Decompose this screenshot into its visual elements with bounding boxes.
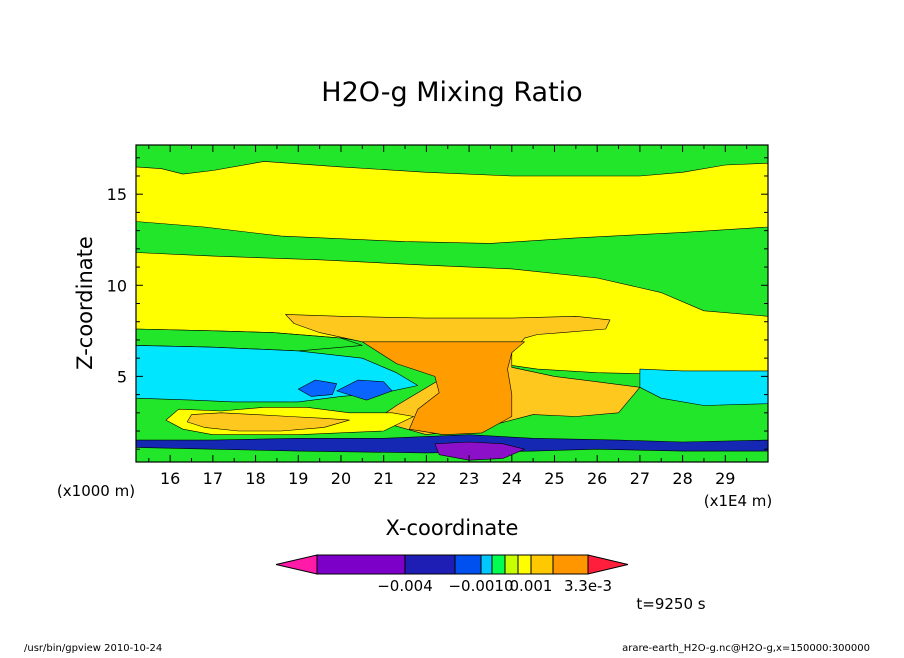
colorbar-segment bbox=[454, 554, 482, 575]
y-axis-ticks: 5 10 15 bbox=[107, 157, 768, 450]
x-tick-label: 24 bbox=[502, 469, 522, 488]
region-gold-lower-patch bbox=[186, 412, 350, 432]
region-blue-blob-left bbox=[297, 379, 338, 397]
colorbar-right-arrow bbox=[587, 554, 629, 575]
x-axis-ticks: 16 17 18 19 20 21 22 23 24 25 26 27 28 29 bbox=[148, 145, 748, 488]
colorbar-segment bbox=[504, 554, 519, 575]
x-tick-label: 21 bbox=[373, 469, 393, 488]
colorbar-label-3: 0.001 bbox=[510, 577, 553, 595]
x-unit-label: (x1E4 m) bbox=[704, 492, 773, 510]
colorbar-label-1: −0.004 bbox=[377, 577, 433, 595]
colorbar-segment bbox=[491, 554, 506, 575]
y-tick-label: 10 bbox=[107, 276, 127, 295]
y-tick-label: 5 bbox=[117, 367, 127, 386]
region-blue-blob-right bbox=[336, 379, 393, 401]
x-axis-label: X-coordinate bbox=[386, 516, 519, 540]
x-tick-label: 18 bbox=[245, 469, 265, 488]
x-tick-label: 23 bbox=[459, 469, 479, 488]
x-tick-label: 17 bbox=[203, 469, 223, 488]
colorbar-segment bbox=[404, 554, 456, 575]
colorbar-segment bbox=[316, 554, 406, 575]
region-purple-surface-core bbox=[434, 441, 525, 461]
x-tick-label: 20 bbox=[331, 469, 351, 488]
region-cyan-right-layer bbox=[639, 368, 768, 406]
colorbar-segment bbox=[552, 554, 589, 575]
colorbar-segment bbox=[530, 554, 554, 575]
x-tick-label: 28 bbox=[672, 469, 692, 488]
y-axis-label: Z-coordinate bbox=[73, 236, 97, 370]
footer-right: arare-earth_H2O-g.nc@H2O-g,x=150000:3000… bbox=[622, 643, 870, 654]
x-tick-label: 22 bbox=[416, 469, 436, 488]
x-tick-label: 26 bbox=[587, 469, 607, 488]
chart-title: H2O-g Mixing Ratio bbox=[321, 77, 582, 108]
x-tick-label: 16 bbox=[160, 469, 180, 488]
y-unit-label: (x1000 m) bbox=[57, 482, 135, 500]
colorbar-label-2: −0.0010 bbox=[448, 577, 513, 595]
time-label: t=9250 s bbox=[636, 595, 705, 613]
contour-fill-regions bbox=[136, 145, 768, 462]
region-orange-core bbox=[361, 341, 525, 436]
y-tick-label: 15 bbox=[107, 185, 127, 204]
region-upper-yellow-layer bbox=[136, 161, 768, 244]
colorbar-label-4: 3.3e-3 bbox=[564, 577, 612, 595]
colorbar bbox=[275, 554, 629, 575]
x-tick-label: 27 bbox=[630, 469, 650, 488]
x-tick-label: 25 bbox=[544, 469, 564, 488]
footer-left: /usr/bin/gpview 2010-10-24 bbox=[24, 643, 162, 654]
x-tick-label: 29 bbox=[715, 469, 735, 488]
colorbar-segment bbox=[517, 554, 532, 575]
colorbar-segment bbox=[480, 554, 493, 575]
x-tick-label: 19 bbox=[288, 469, 308, 488]
